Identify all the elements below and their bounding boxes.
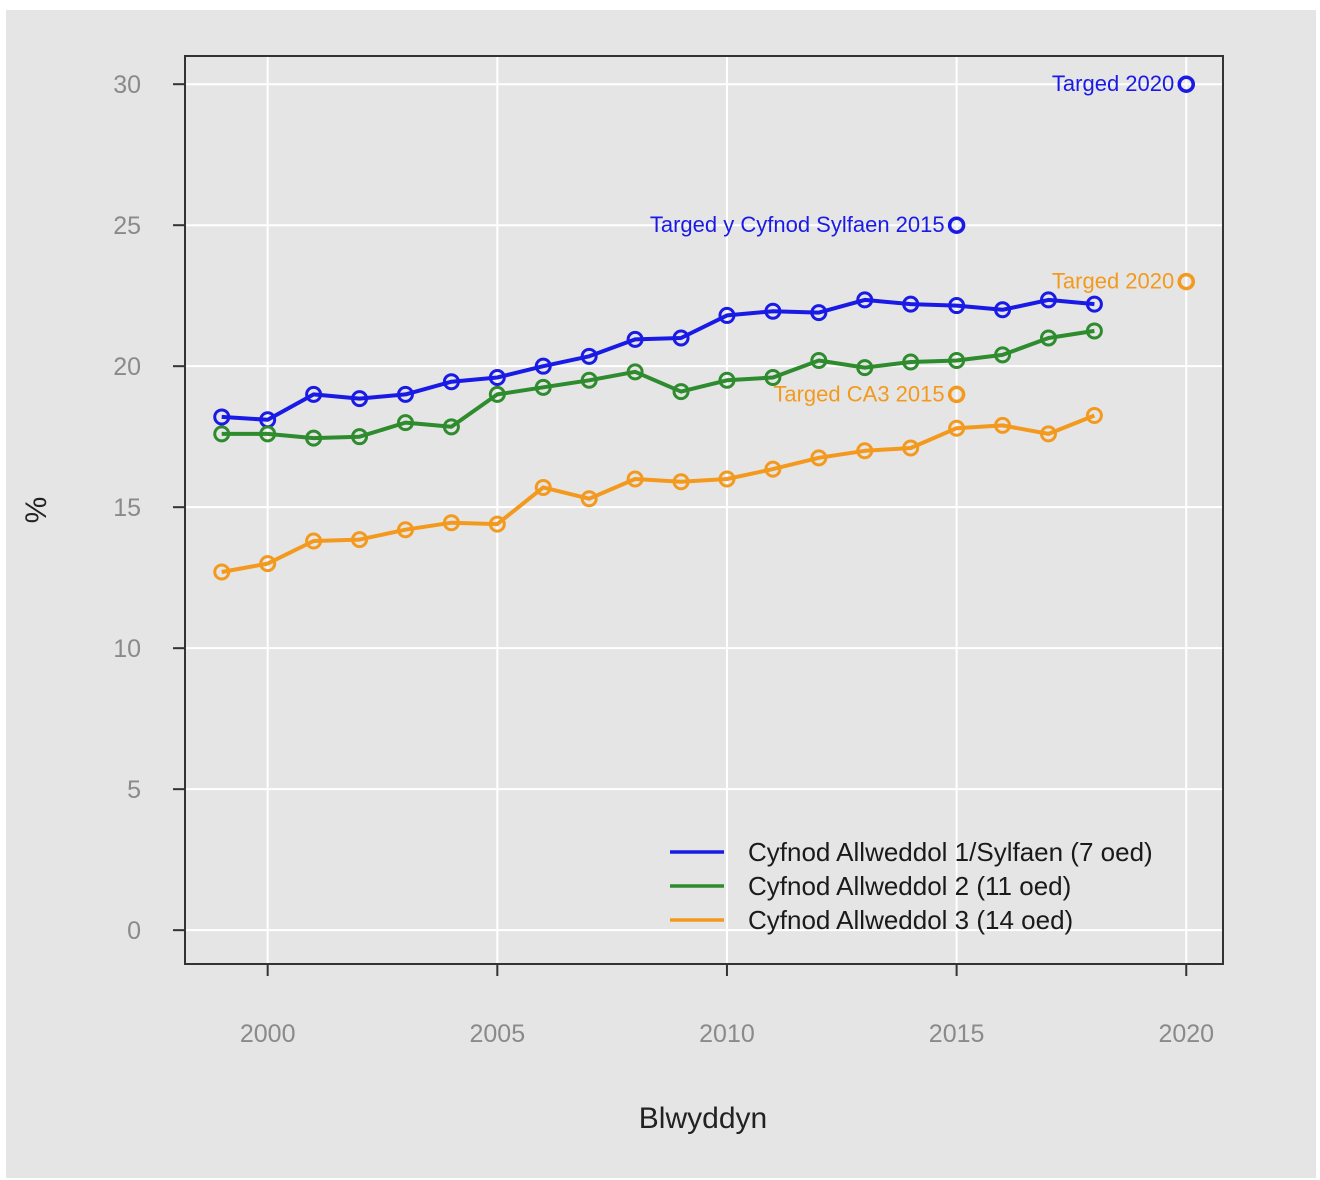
data-point [580,490,598,508]
data-point [534,357,552,375]
data-point [442,418,460,436]
data-point [396,521,414,539]
y-axis-title: % [20,497,53,524]
x-tick-label: 2015 [929,1020,985,1048]
data-point [580,347,598,365]
data-point [442,514,460,532]
target-point [947,216,966,234]
y-tick-label: 30 [113,71,141,99]
y-tick-label: 5 [127,776,141,804]
data-point [902,295,920,313]
data-point [672,329,690,347]
grid-lines [185,56,1223,964]
data-point [672,473,690,491]
data-point [626,470,644,488]
data-point [810,304,828,322]
chart-figure: Targed 2020 Targed y Cyfnod Sylfaen 2015 T… [6,10,1316,1178]
target-point [1177,75,1196,93]
y-tick-label: 10 [113,635,141,663]
data-point [764,368,782,386]
data-point [259,425,277,443]
x-axis-title: Blwyddyn [639,1102,767,1135]
data-point [948,419,966,437]
axes: 2000 2005 2010 2015 2020 0 5 10 15 20 25 30 [113,55,1224,1048]
data-point [810,352,828,370]
x-tick-label: 2020 [1158,1020,1214,1048]
data-point [718,306,736,324]
data-point [856,442,874,460]
data-point [213,563,231,581]
data-point [351,531,369,549]
target-label: Targed CA3 2015 [773,381,944,406]
x-tick-label: 2000 [240,1020,296,1048]
target-label: Targed 2020 [1052,269,1174,294]
data-point [442,373,460,391]
y-tick-label: 20 [113,353,141,381]
data-point [856,359,874,377]
legend-label: Cyfnod Allweddol 1/Sylfaen (7 oed) [748,837,1153,867]
data-point [1085,407,1103,425]
data-point [259,555,277,573]
data-point [488,515,506,533]
data-point [764,460,782,478]
data-point [948,297,966,315]
data-point [534,478,552,496]
data-point [488,385,506,403]
y-tick-label: 15 [113,494,141,522]
data-point [902,439,920,457]
target-label: Targed 2020 [1052,71,1174,96]
legend: Cyfnod Allweddol 1/Sylfaen (7 oed) Cyfnod… [670,837,1153,935]
target-point [947,385,966,404]
target-label: Targed y Cyfnod Sylfaen 2015 [650,212,945,237]
data-point [1085,295,1103,313]
data-point [580,371,598,389]
target-annotations: Targed 2020 Targed y Cyfnod Sylfaen 2015 T… [650,71,1196,406]
data-point [1039,291,1057,309]
data-point [396,414,414,432]
data-point [396,385,414,403]
data-point [213,425,231,443]
line-chart: Targed 2020 Targed y Cyfnod Sylfaen 2015 T… [20,55,1224,1135]
data-point [626,363,644,381]
data-point [488,368,506,386]
data-point [718,371,736,389]
data-point [902,353,920,371]
data-point [305,532,323,550]
data-point [1039,329,1057,347]
series-lines [213,291,1103,581]
data-point [994,346,1012,364]
plot-frame [184,55,1224,965]
legend-label: Cyfnod Allweddol 2 (11 oed) [748,871,1071,901]
x-tick-label: 2005 [470,1020,526,1048]
data-point [672,383,690,401]
data-point [764,302,782,320]
data-point [1039,425,1057,443]
data-point [856,291,874,309]
data-point [534,378,552,396]
data-point [810,449,828,467]
data-point [351,390,369,408]
data-point [213,408,231,426]
y-tick-label: 25 [113,212,141,240]
data-point [718,470,736,488]
series-line [221,328,1095,441]
data-point [351,428,369,446]
data-point [626,330,644,348]
y-tick-label: 0 [127,917,141,945]
data-point [948,352,966,370]
data-point [1085,322,1103,340]
data-point [305,385,323,403]
data-point [994,301,1012,319]
data-point [994,416,1012,434]
x-tick-label: 2010 [699,1020,755,1048]
target-point [1177,272,1196,291]
data-point [305,429,323,447]
legend-label: Cyfnod Allweddol 3 (14 oed) [748,905,1073,935]
